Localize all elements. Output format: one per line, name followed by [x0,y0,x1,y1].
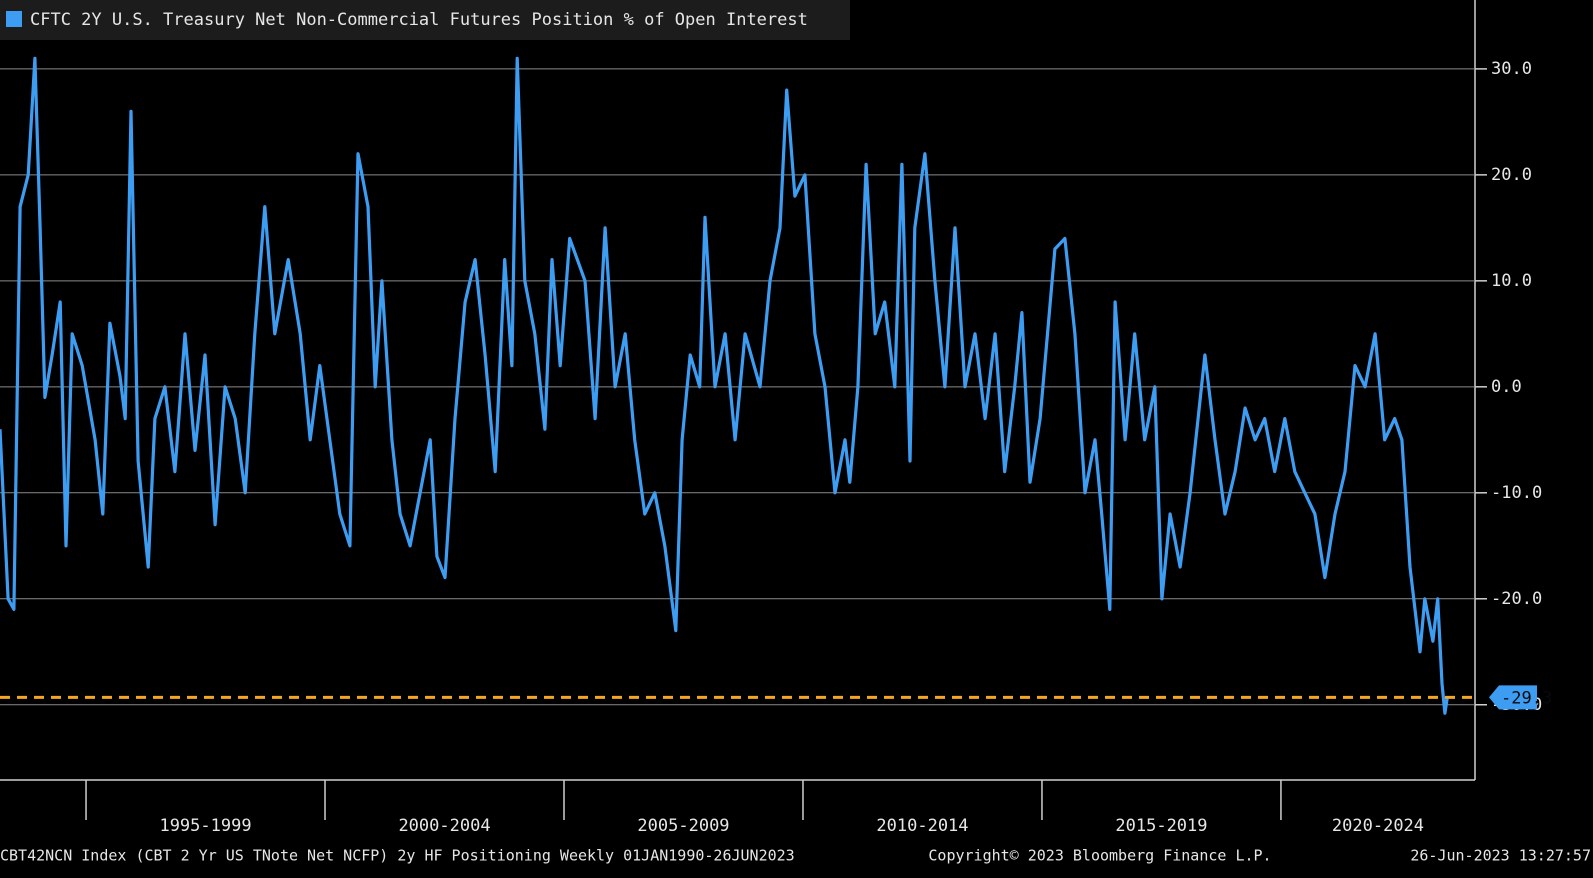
last-value-label: -29.3 [1501,688,1552,708]
x-tick-label: 2020-2024 [1332,816,1424,836]
series-line [0,56,1449,715]
y-tick-label: 0.0 [1491,377,1522,397]
y-tick-label: 20.0 [1491,165,1532,185]
legend-swatch [6,11,22,27]
footnote-left: CBT42NCN Index (CBT 2 Yr US TNote Net NC… [0,847,795,865]
legend-box [0,0,850,40]
x-tick-label: 2015-2019 [1115,816,1207,836]
grid: 30.020.010.00.0-10.0-20.0-30.01995-19992… [0,0,1542,836]
x-tick-label: 2005-2009 [637,816,729,836]
x-tick-label: 1995-1999 [159,816,251,836]
plot: -29.3 [0,56,1552,715]
x-tick-label: 2000-2004 [398,816,490,836]
y-tick-label: 10.0 [1491,271,1532,291]
y-tick-label: -10.0 [1491,483,1542,503]
footnote-right: 26-Jun-2023 13:27:57 [1410,847,1591,865]
last-value-box [1489,685,1537,710]
legend-label: CFTC 2Y U.S. Treasury Net Non-Commercial… [30,10,808,30]
y-tick-label: -20.0 [1491,589,1542,609]
y-tick-label: 30.0 [1491,59,1532,79]
footnote-center: Copyright© 2023 Bloomberg Finance L.P. [928,847,1271,865]
x-tick-label: 2010-2014 [876,816,968,836]
